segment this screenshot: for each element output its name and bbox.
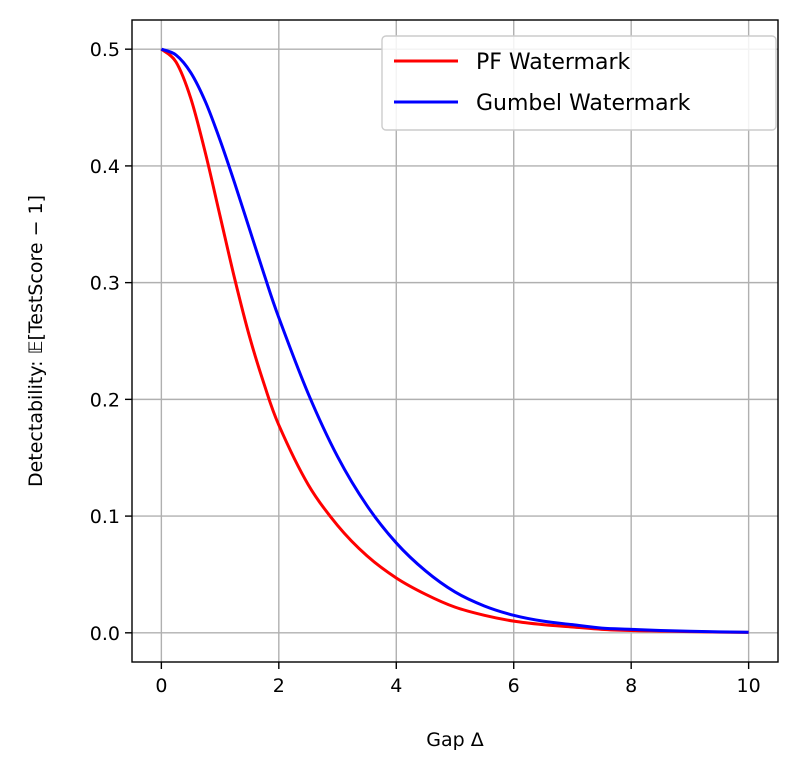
- x-axis-label: Gap Δ: [426, 729, 483, 751]
- y-tick-label: 0.5: [90, 39, 120, 61]
- x-tick-label: 6: [508, 675, 520, 697]
- y-tick-label: 0.2: [90, 389, 120, 411]
- axis-ticks: 0 2 4 6 8 10 0.0 0.1 0.2 0.3 0.4 0.5: [90, 39, 761, 697]
- plot-frame: [131, 19, 779, 663]
- y-tick-label: 0.1: [90, 506, 120, 528]
- legend: PF Watermark Gumbel Watermark: [381, 35, 777, 131]
- x-tick-label: 0: [155, 675, 167, 697]
- y-axis-label-prefix: Detectability:: [25, 354, 47, 487]
- legend-label-1: Gumbel Watermark: [476, 91, 691, 116]
- y-tick-label: 0.0: [90, 623, 120, 645]
- legend-box: [381, 35, 777, 131]
- y-tick-label: 0.4: [90, 156, 120, 178]
- x-tick-label: 2: [273, 675, 285, 697]
- y-axis-label-math: 𝔼[TestScore − 1]: [25, 195, 47, 354]
- x-tick-label: 8: [625, 675, 637, 697]
- y-tick-label: 0.3: [90, 273, 120, 295]
- y-axis-label: Detectability: 𝔼[TestScore − 1]: [25, 195, 47, 487]
- series-line-1: [160, 47, 749, 634]
- x-tick-label: 10: [737, 675, 761, 697]
- series-lines: [160, 47, 749, 634]
- legend-label-0: PF Watermark: [476, 50, 631, 75]
- x-tick-label: 4: [390, 675, 402, 697]
